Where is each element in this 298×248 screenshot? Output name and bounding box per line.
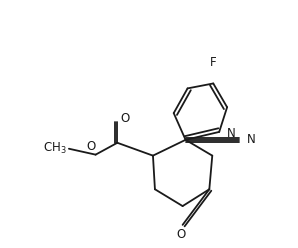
Text: CH$_3$: CH$_3$	[43, 141, 67, 156]
Text: O: O	[121, 112, 130, 124]
Text: O: O	[176, 228, 185, 241]
Text: F: F	[210, 56, 217, 69]
Text: N: N	[247, 133, 256, 146]
Text: N: N	[227, 127, 236, 140]
Text: O: O	[86, 140, 95, 153]
